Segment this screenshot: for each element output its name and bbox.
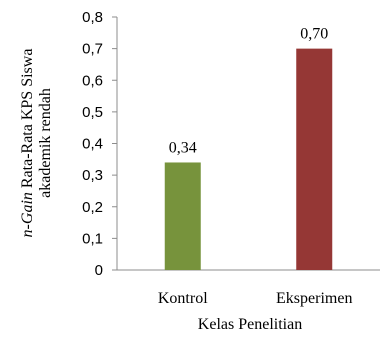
x-axis-title: Kelas Penelitian (198, 316, 302, 333)
data-labels: 0,34 0,70 (169, 26, 329, 157)
bar-kontrol (164, 162, 201, 270)
y-axis-title-line1: Rata-Rata KPS Siswa (19, 49, 36, 193)
y-tick-label: 0,6 (82, 72, 103, 89)
y-axis-ticks: 0 0,1 0,2 0,3 0,4 0,5 0,6 0,7 0,8 (82, 9, 117, 279)
y-tick-label: 0,2 (82, 199, 103, 216)
y-tick-label: 0,7 (82, 41, 103, 58)
y-tick-label: 0,5 (82, 104, 103, 121)
category-label-kontrol: Kontrol (158, 290, 208, 307)
data-label-eksperimen: 0,70 (300, 26, 328, 43)
bar-eksperimen (296, 48, 333, 270)
y-axis-title: n-Gain Rata-Rata KPS Siswa (19, 49, 36, 238)
y-tick-label: 0 (95, 262, 103, 279)
y-tick-label: 0,3 (82, 167, 103, 184)
category-label-eksperimen: Eksperimen (276, 290, 352, 307)
category-labels: Kontrol Eksperimen (158, 290, 353, 307)
y-axis-title-line2: akademik rendah (37, 88, 54, 198)
y-tick-label: 0,1 (82, 230, 103, 247)
bars (164, 48, 333, 270)
y-tick-label: 0,4 (82, 136, 103, 153)
y-tick-label: 0,8 (82, 9, 103, 26)
y-axis-title-italic: n-Gain (19, 192, 36, 237)
data-label-kontrol: 0,34 (169, 139, 197, 156)
